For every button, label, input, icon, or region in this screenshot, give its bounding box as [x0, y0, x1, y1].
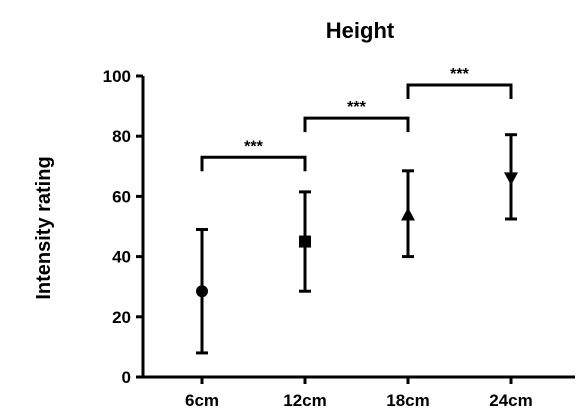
data-point-18cm: [401, 207, 415, 221]
significance-label-1: ***: [244, 138, 263, 155]
y-tick-label-20: 20: [112, 308, 131, 327]
y-tick-label-80: 80: [112, 127, 131, 146]
data-point-24cm: [504, 172, 518, 186]
x-tick-label-24cm: 24cm: [489, 391, 532, 410]
significance-bracket-1: [200, 155, 307, 172]
significance-bracket-3: [406, 83, 513, 100]
y-tick-label-60: 60: [112, 187, 131, 206]
x-tick-label-6cm: 6cm: [185, 391, 219, 410]
chart-title: Height: [326, 18, 395, 43]
data-marks-layer: [196, 133, 518, 355]
y-tick-label-100: 100: [103, 67, 131, 86]
axes-layer: 0 20 40 60 80 100 6cm 12cm 18cm 24cm: [103, 67, 575, 410]
significance-label-2: ***: [347, 99, 366, 116]
y-tick-label-40: 40: [112, 248, 131, 267]
significance-bracket-2: [303, 116, 410, 133]
y-tick-label-0: 0: [122, 368, 131, 387]
significance-label-3: ***: [450, 66, 469, 83]
x-tick-label-12cm: 12cm: [283, 391, 326, 410]
data-point-6cm: [196, 285, 208, 298]
y-axis-label: Intensity rating: [33, 156, 55, 299]
data-point-12cm: [299, 235, 311, 248]
x-tick-label-18cm: 18cm: [386, 391, 429, 410]
significance-layer: *** *** ***: [200, 66, 513, 172]
